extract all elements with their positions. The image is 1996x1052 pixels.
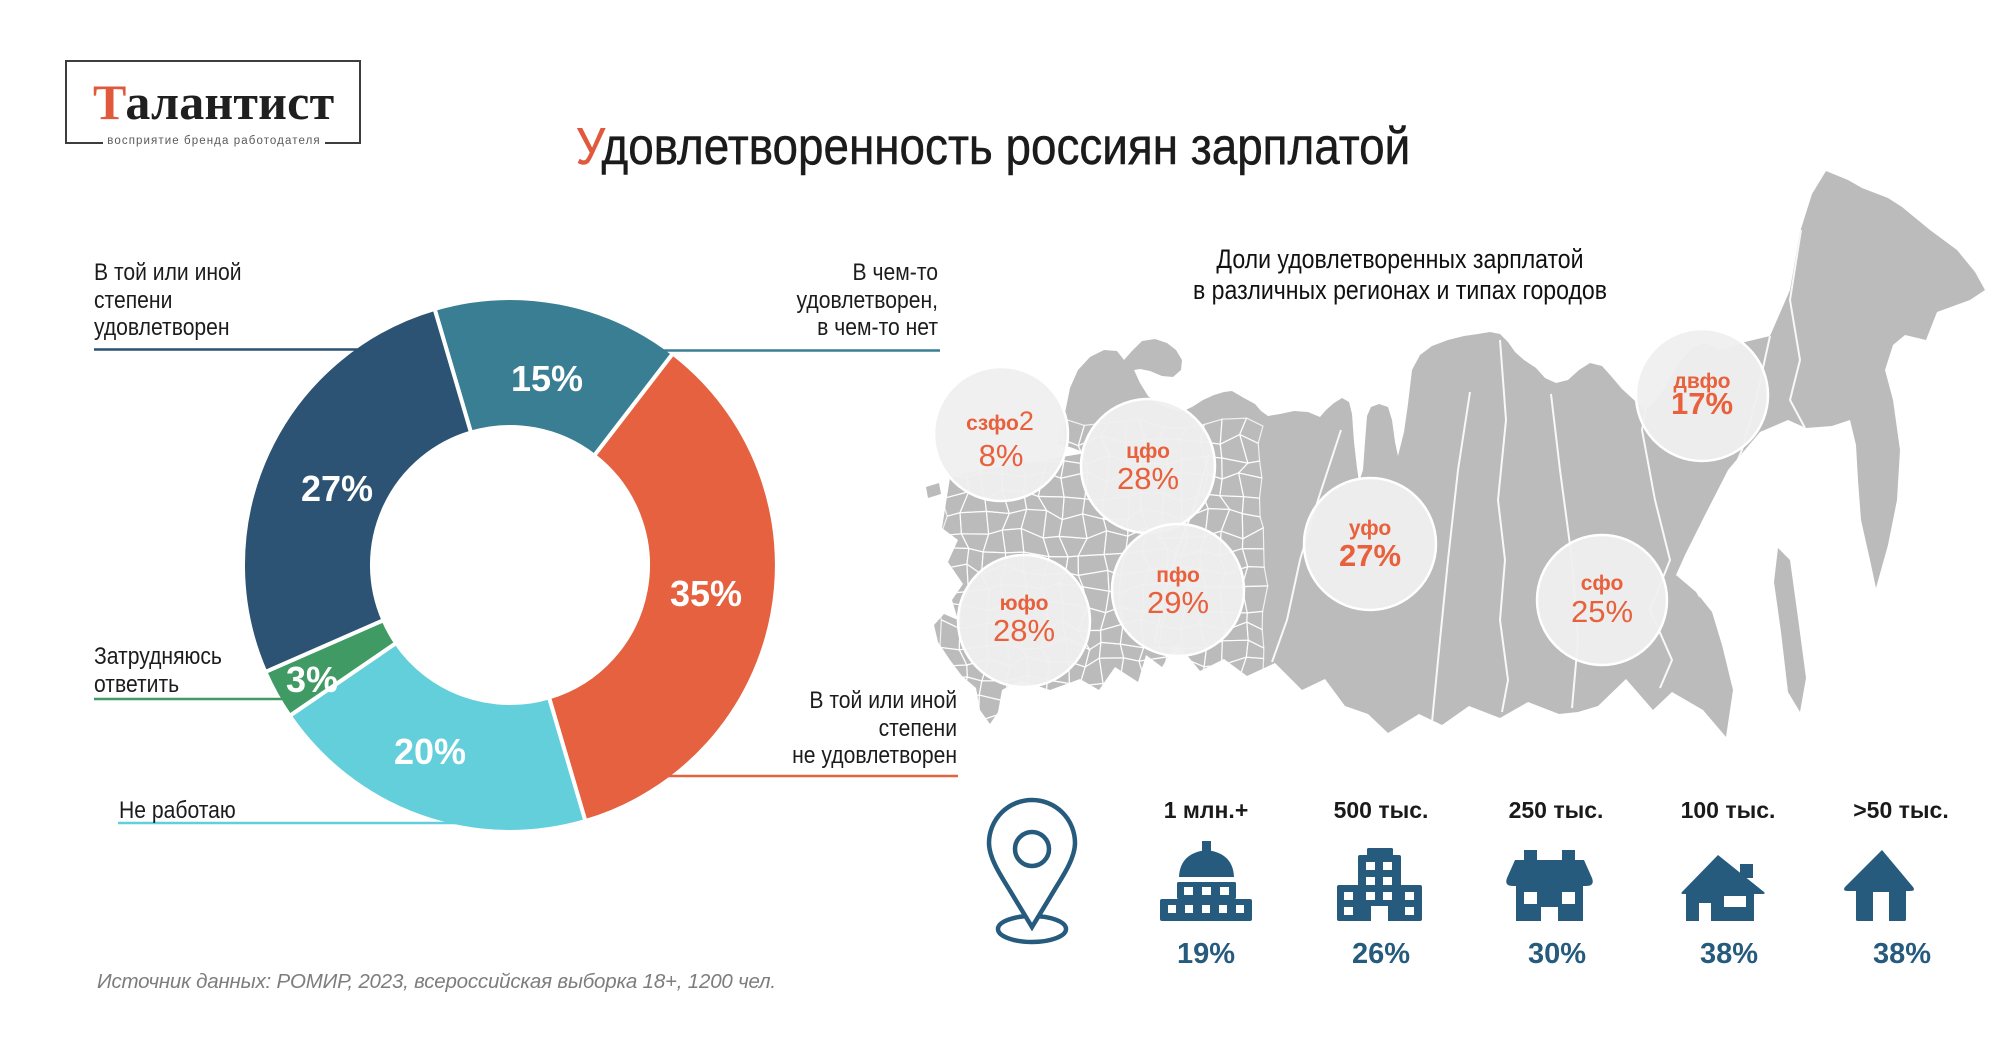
svg-text:17%: 17% — [1671, 386, 1733, 421]
svg-text:19%: 19% — [1177, 938, 1235, 970]
svg-text:20%: 20% — [394, 731, 466, 772]
svg-text:35%: 35% — [670, 573, 742, 614]
svg-text:250 тыс.: 250 тыс. — [1509, 797, 1604, 823]
svg-text:уфо: уфо — [1349, 517, 1391, 540]
svg-text:двфо: двфо — [1674, 370, 1731, 393]
svg-text:сфо: сфо — [1581, 572, 1624, 595]
svg-text:30%: 30% — [1528, 938, 1586, 970]
svg-text:15%: 15% — [511, 358, 583, 399]
svg-text:28%: 28% — [993, 613, 1055, 648]
svg-text:100 тыс.: 100 тыс. — [1681, 797, 1776, 823]
svg-text:3%: 3% — [286, 659, 338, 700]
svg-text:38%: 38% — [1873, 938, 1931, 970]
svg-text:25%: 25% — [1571, 594, 1633, 629]
svg-text:27%: 27% — [1339, 538, 1401, 573]
svg-text:юфо: юфо — [1000, 592, 1049, 615]
svg-text:цфо: цфо — [1126, 440, 1170, 463]
svg-text:28%: 28% — [1117, 461, 1179, 496]
svg-text:27%: 27% — [301, 468, 373, 509]
svg-text:29%: 29% — [1147, 585, 1209, 620]
svg-text:26%: 26% — [1352, 938, 1410, 970]
svg-text:8%: 8% — [979, 438, 1024, 473]
svg-text:38%: 38% — [1700, 938, 1758, 970]
svg-text:500 тыс.: 500 тыс. — [1334, 797, 1429, 823]
svg-text:>50 тыс.: >50 тыс. — [1853, 797, 1949, 823]
svg-text:1 млн.+: 1 млн.+ — [1164, 797, 1249, 823]
svg-text:пфо: пфо — [1156, 564, 1200, 587]
